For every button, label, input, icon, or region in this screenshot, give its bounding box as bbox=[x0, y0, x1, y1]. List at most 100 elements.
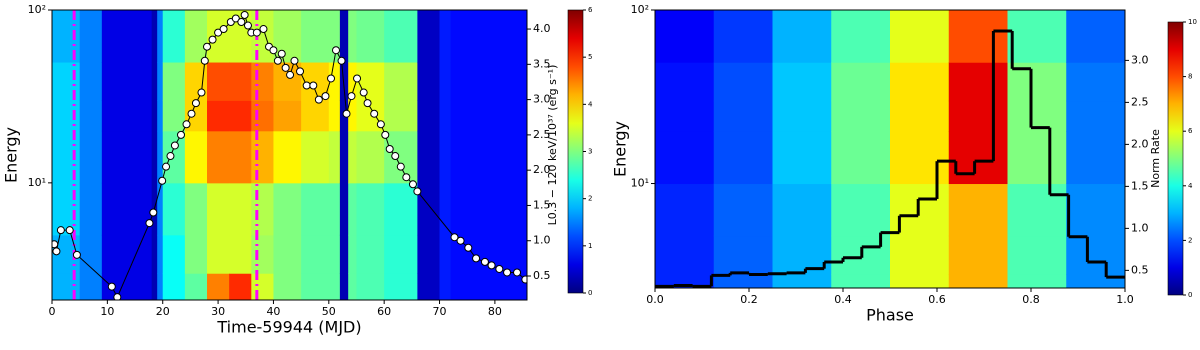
y2-tick-label: 2.0 bbox=[533, 163, 551, 176]
heatmap-cell bbox=[713, 235, 773, 275]
heatmap-cell bbox=[207, 100, 230, 132]
heatmap-cell bbox=[157, 62, 164, 101]
luminosity-point bbox=[231, 14, 240, 23]
heatmap-cell bbox=[356, 130, 385, 184]
y2-tick-label: 3.5 bbox=[533, 57, 551, 70]
heatmap-cell bbox=[157, 273, 164, 300]
heatmap-cell bbox=[79, 100, 103, 132]
heatmap-cell bbox=[348, 130, 357, 184]
luminosity-point bbox=[240, 10, 249, 19]
heatmap-cell bbox=[339, 62, 349, 101]
x-axis-label: Phase bbox=[866, 306, 914, 325]
x-axis-label: Time-59944 (MJD) bbox=[216, 318, 361, 337]
colorbar-tick-label: 4 bbox=[1188, 182, 1193, 190]
heatmap-cell bbox=[328, 62, 341, 101]
colorbar bbox=[1167, 21, 1184, 296]
heatmap-cell bbox=[831, 274, 891, 288]
y2-tick-label: 1.5 bbox=[533, 198, 551, 211]
heatmap-cell bbox=[207, 182, 230, 236]
luminosity-point bbox=[113, 293, 122, 300]
y-axis-label: Energy bbox=[611, 121, 630, 177]
luminosity-point bbox=[370, 109, 379, 118]
heatmap-cell bbox=[417, 100, 441, 132]
heatmap-cell bbox=[1007, 235, 1067, 275]
heatmap-cell bbox=[772, 274, 832, 288]
heatmap-cell bbox=[301, 130, 330, 184]
heatmap-cell bbox=[273, 182, 302, 236]
y2-tick-label: 0.5 bbox=[533, 269, 551, 282]
heatmap-cell bbox=[450, 130, 527, 184]
heatmap-cell bbox=[1007, 274, 1067, 288]
heatmap-cell bbox=[384, 234, 418, 274]
heatmap-cell bbox=[184, 100, 208, 132]
luminosity-point bbox=[219, 25, 228, 34]
heatmap-cell bbox=[251, 130, 274, 184]
y2-tick-label: 1.0 bbox=[1131, 221, 1149, 234]
heatmap-cell bbox=[655, 183, 715, 237]
x-tick-label: 0.8 bbox=[1022, 293, 1040, 306]
heatmap-cell bbox=[79, 234, 103, 274]
y2-axis-label: L0.3 − 120 keV/10³⁷ (erg s⁻¹) bbox=[546, 65, 559, 226]
heatmap-cell bbox=[229, 182, 252, 236]
heatmap-cell bbox=[251, 100, 274, 132]
heatmap-cell bbox=[328, 100, 341, 132]
heatmap-cell bbox=[251, 10, 274, 63]
colorbar-tick-label: 3 bbox=[588, 148, 592, 156]
luminosity-point bbox=[396, 162, 405, 171]
luminosity-point bbox=[259, 25, 268, 34]
luminosity-point bbox=[281, 63, 290, 72]
heatmap-cell bbox=[52, 100, 81, 132]
heatmap-cell bbox=[384, 182, 418, 236]
heatmap-cell bbox=[162, 10, 186, 63]
luminosity-point bbox=[309, 81, 318, 90]
heatmap-cell bbox=[184, 10, 208, 63]
luminosity-point bbox=[149, 208, 158, 217]
heatmap-cell bbox=[713, 274, 773, 288]
y2-tick-label: 3.0 bbox=[533, 93, 551, 106]
heatmap-cell bbox=[772, 183, 832, 237]
heatmap-cell bbox=[356, 234, 385, 274]
heatmap-cell bbox=[79, 62, 103, 101]
heatmap-cell bbox=[948, 131, 1008, 185]
luminosity-point bbox=[286, 70, 295, 79]
luminosity-point bbox=[182, 120, 191, 129]
heatmap-cell bbox=[713, 62, 773, 102]
heatmap-cell bbox=[52, 273, 81, 300]
heatmap-cell bbox=[157, 130, 164, 184]
plot-frame bbox=[654, 9, 1126, 289]
luminosity-point bbox=[252, 28, 261, 37]
luminosity-point bbox=[513, 268, 522, 277]
luminosity-point bbox=[290, 56, 299, 65]
colorbar-tick-label: 0 bbox=[588, 289, 592, 297]
heatmap-cell bbox=[439, 10, 452, 63]
luminosity-point bbox=[65, 226, 74, 235]
luminosity-point bbox=[162, 162, 171, 171]
y2-tick-label: 1.0 bbox=[533, 234, 551, 247]
heatmap-cell bbox=[384, 10, 418, 63]
heatmap-cell bbox=[339, 10, 349, 63]
luminosity-point bbox=[269, 46, 278, 55]
x-tick-label: 30 bbox=[211, 305, 225, 318]
luminosity-point bbox=[203, 42, 212, 51]
colorbar bbox=[567, 9, 584, 294]
heatmap-cell bbox=[348, 62, 357, 101]
heatmap-cell bbox=[273, 10, 302, 63]
heatmap-cell bbox=[162, 62, 186, 101]
colorbar-tick-label: 0 bbox=[1188, 291, 1192, 299]
y2-tick-label: 1.5 bbox=[1131, 179, 1149, 192]
plot-frame bbox=[51, 9, 528, 301]
luminosity-point bbox=[347, 92, 356, 101]
heatmap-cell bbox=[417, 10, 441, 63]
heatmap-cell bbox=[348, 10, 357, 63]
heatmap-cell bbox=[301, 234, 330, 274]
heatmap-cell bbox=[1066, 62, 1125, 102]
heatmap-cell bbox=[417, 182, 441, 236]
heatmap-cell bbox=[1066, 235, 1125, 275]
x-tick-label: 70 bbox=[433, 305, 447, 318]
heatmap-cell bbox=[417, 130, 441, 184]
heatmap-cell bbox=[157, 10, 164, 63]
heatmap-cell bbox=[251, 234, 274, 274]
heatmap-cell bbox=[207, 130, 230, 184]
heatmap-cell bbox=[52, 62, 81, 101]
luminosity-point bbox=[107, 282, 116, 291]
